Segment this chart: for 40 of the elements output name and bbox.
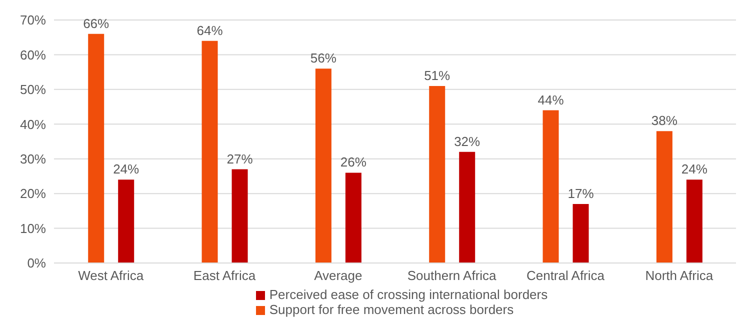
x-tick-label: Average: [314, 268, 362, 284]
bar: [686, 180, 702, 263]
y-tick-label: 40%: [20, 116, 46, 132]
data-label: 51%: [424, 68, 451, 83]
bar: [315, 68, 332, 263]
y-tick-label: 30%: [20, 151, 46, 166]
x-tick-label: Southern Africa: [407, 268, 498, 284]
y-tick-label: 10%: [20, 220, 46, 236]
y-tick-label: 0%: [27, 256, 46, 271]
bar: [118, 180, 134, 263]
data-label: 27%: [226, 151, 254, 166]
x-tick-label: North Africa: [645, 268, 714, 284]
bar: [88, 34, 104, 263]
y-tick-label: 70%: [20, 12, 46, 28]
data-label: 24%: [113, 162, 140, 177]
bar: [232, 169, 248, 263]
bar: [345, 172, 362, 263]
data-label: 32%: [454, 134, 481, 149]
y-tick-label: 60%: [20, 47, 46, 62]
x-tick-label: Central Africa: [526, 268, 606, 284]
data-label: 44%: [538, 92, 564, 108]
data-label: 24%: [681, 162, 708, 177]
data-label: 64%: [196, 22, 224, 38]
x-tick-label: East Africa: [193, 268, 256, 284]
bar: [429, 86, 446, 263]
legend-label: Perceived ease of crossing international borders: [269, 287, 548, 302]
bar: [542, 110, 559, 263]
data-label: 26%: [340, 154, 367, 170]
x-tick-label: West Africa: [78, 268, 144, 284]
data-label: 56%: [310, 50, 337, 66]
bar: [459, 152, 476, 263]
bar: [656, 131, 672, 263]
data-label: 66%: [83, 16, 110, 31]
data-label: 17%: [568, 186, 594, 201]
legend-label: Support for free movement across borders: [269, 302, 514, 317]
bar: [202, 40, 218, 263]
bar: [572, 204, 589, 263]
data-label: 38%: [651, 113, 678, 128]
y-tick-label: 50%: [20, 82, 46, 98]
y-tick-label: 20%: [20, 186, 46, 202]
